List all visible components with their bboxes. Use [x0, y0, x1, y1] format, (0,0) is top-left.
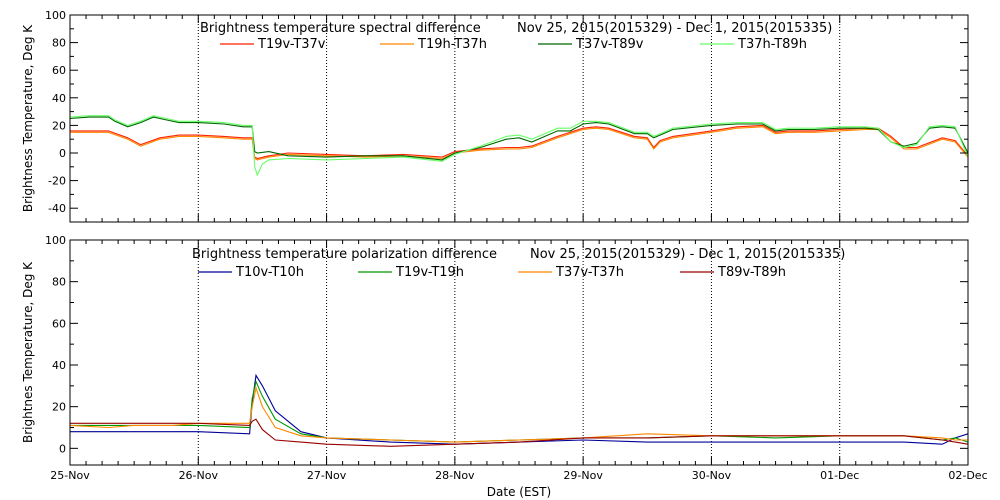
panel2-ytick-label: 80	[52, 276, 66, 289]
panel2-ytick-label: 0	[59, 442, 66, 455]
panel1-ytick-label: 20	[52, 119, 66, 132]
panel1-ytick-label: 60	[52, 64, 66, 77]
panel1-ytick-label: 0	[59, 147, 66, 160]
panel2-xtick-label: 28-Nov	[435, 469, 475, 482]
panel2-xtick-label: 01-Dec	[820, 469, 859, 482]
panel1-ytick-label: 80	[52, 37, 66, 50]
panel2-xtick-label: 30-Nov	[692, 469, 732, 482]
panel2-xtick-label: 27-Nov	[307, 469, 347, 482]
panel1-legend-label-T37v-T89v: T37v-T89v	[575, 37, 644, 52]
panel2-legend-label-T37v-T37h: T37v-T37h	[555, 265, 624, 280]
panel1-ytick-label: 40	[52, 92, 66, 105]
panel2-series-T89v-T89h-line	[70, 418, 969, 447]
panel2-legend-label-T10v-T10h: T10v-T10h	[235, 265, 304, 280]
panel2-series-T19v-T19h-line	[70, 379, 969, 443]
panel2-ytick-label: 20	[52, 401, 66, 414]
panel2-ylabel: Brightnes Temperature, Deg K	[21, 261, 35, 443]
panel2-legend-label-T89v-T89h: T89v-T89h	[717, 265, 786, 280]
panel2-ytick-label: 60	[52, 317, 66, 330]
panel1-ytick-label: -20	[48, 175, 66, 188]
panel1-ylabel: Brightness Temperature, Deg K	[21, 24, 35, 212]
panel1-legend-label-T19h-T37h: T19h-T37h	[417, 37, 487, 52]
panel1-series-T19v-T37v-line	[70, 124, 969, 160]
panel2-ytick-label: 100	[45, 234, 66, 247]
panel1-ytick-label: 100	[45, 9, 66, 22]
panel1-date-range: Nov 25, 2015(2015329) - Dec 1, 2015(2015…	[517, 21, 832, 36]
panel1-ytick-label: -40	[48, 202, 66, 215]
panel2-xtick-label: 29-Nov	[563, 469, 603, 482]
panel2-xtick-label: 26-Nov	[179, 469, 219, 482]
panel1-title: Brightness temperature spectral differen…	[200, 21, 481, 36]
panel1-series-T37v-T89v-line	[69, 116, 969, 161]
panel2-date-range: Nov 25, 2015(2015329) - Dec 1, 2015(2015…	[530, 247, 845, 262]
panel1-legend-label-T37h-T89h: T37h-T89h	[737, 37, 807, 52]
panel2-legend-label-T19v-T19h: T19v-T19h	[395, 265, 464, 280]
panel2-xtick-label: 02-Dec	[948, 469, 987, 482]
panel2-xlabel: Date (EST)	[487, 485, 551, 499]
panel1-series-T37h-T89h-line	[69, 115, 969, 177]
panel2-xtick-label: 25-Nov	[50, 469, 90, 482]
panel1-legend-label-T19v-T37v: T19v-T37v	[257, 37, 326, 52]
panel2-ytick-label: 40	[52, 359, 66, 372]
panel2-series-T10v-T10h-line	[70, 373, 969, 445]
panel1-plot-frame	[69, 14, 969, 223]
panel2-title: Brightness temperature polarization diff…	[192, 247, 497, 262]
panel2-plot-frame	[69, 239, 969, 466]
panel2-series-T37v-T37h-line	[69, 385, 968, 443]
panel1-series-T19h-T37h-line	[70, 126, 969, 161]
